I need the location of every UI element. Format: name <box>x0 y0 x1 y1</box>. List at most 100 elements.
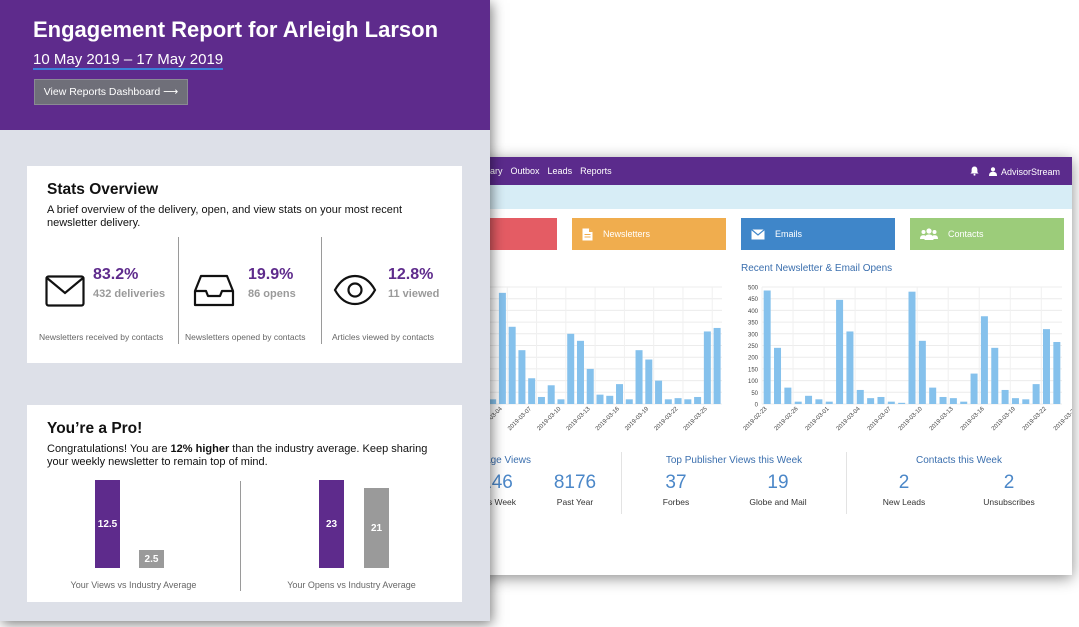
page-views-heading: age Views <box>485 455 531 466</box>
tile-label: Newsletters <box>603 229 651 239</box>
bar <box>867 398 875 404</box>
y-tick-label: 100 <box>748 379 759 385</box>
bar <box>949 398 957 404</box>
y-tick-label: 400 <box>748 309 759 315</box>
bar <box>1032 384 1040 404</box>
stats-overview-card: Stats Overview A brief overview of the d… <box>27 166 462 363</box>
people-icon <box>920 228 938 240</box>
x-tick-label: 2019-03-10 <box>536 406 562 432</box>
user-menu[interactable]: AdvisorStream <box>988 166 1060 178</box>
tile-label: Contacts <box>948 229 984 239</box>
top-navbar: brary Outbox Leads Reports AdvisorStream <box>478 157 1072 185</box>
globe-and-mail-views: 19 <box>767 472 789 493</box>
eye-icon <box>333 274 377 311</box>
bar <box>537 396 545 404</box>
bar <box>703 331 711 404</box>
inbox-icon <box>193 274 235 313</box>
bar <box>645 359 653 404</box>
views-caption: Articles viewed by contacts <box>332 332 435 342</box>
y-tick-label: 200 <box>748 356 759 362</box>
nav-item-leads[interactable]: Leads <box>547 166 573 176</box>
bar <box>1011 398 1019 404</box>
report-date-range: 10 May 2019 – 17 May 2019 <box>33 51 224 70</box>
bar <box>815 399 823 404</box>
bar <box>518 350 526 404</box>
report-title: Engagement Report for Arleigh Larson <box>33 17 439 42</box>
x-tick-label: 2019-03-16 <box>960 406 986 432</box>
bar <box>664 399 672 404</box>
new-leads-label: New Leads <box>882 497 926 507</box>
view-percent: 12.8% <box>388 266 434 283</box>
y-tick-label: 0 <box>755 403 759 409</box>
bar <box>784 387 792 404</box>
stat-divider <box>846 452 847 514</box>
new-leads-count: 2 <box>898 472 910 493</box>
bar <box>898 402 906 404</box>
bar <box>567 333 575 404</box>
bar <box>846 331 854 404</box>
pro-card: You’re a Pro! Congratulations! You are 1… <box>27 405 462 602</box>
unsubscribes-label: Unsubscribes <box>983 497 1035 507</box>
recent-opens-chart: 0 50 100 150 200 250 300 350 400 450 500 2019-02-23… <box>743 286 1072 433</box>
tile-contacts[interactable]: Contacts <box>910 218 1064 250</box>
bar <box>836 299 844 404</box>
y-tick-label: 350 <box>748 321 759 327</box>
open-percent: 19.9% <box>248 266 294 283</box>
engagement-report-email: Engagement Report for Arleigh Larson 10 … <box>0 0 490 621</box>
bar <box>489 399 497 404</box>
x-tick-label: 2019-02-26 <box>774 406 800 432</box>
view-count: 11 viewed <box>388 288 440 300</box>
delivery-count: 432 deliveries <box>93 288 166 300</box>
bar <box>713 327 721 404</box>
your-opens-bar: 23 <box>319 480 344 568</box>
opens-caption: Newsletters opened by contacts <box>185 332 306 342</box>
deliveries-caption: Newsletters received by contacts <box>39 332 164 342</box>
bar <box>616 384 624 404</box>
user-icon <box>988 166 997 178</box>
nav-item-reports[interactable]: Reports <box>580 166 612 176</box>
x-tick-label: 2019-03-25 <box>683 406 709 432</box>
pro-desc-start: Congratulations! You are <box>47 443 171 455</box>
bar <box>655 380 663 404</box>
pro-description: Congratulations! You are 12% higher than… <box>47 443 447 469</box>
x-tick-label: 2019-03-19 <box>991 406 1017 432</box>
tile-label: Emails <box>775 229 803 239</box>
bar <box>929 387 937 404</box>
bar <box>1042 329 1050 404</box>
bar <box>960 401 968 404</box>
comparison-divider <box>240 481 241 591</box>
bar <box>625 399 633 404</box>
bar <box>498 292 506 404</box>
view-reports-dashboard-button[interactable]: View Reports Dashboard ⟶ <box>34 79 188 105</box>
nav-item-library[interactable]: brary <box>482 166 503 176</box>
top-publisher-heading: Top Publisher Views this Week <box>665 455 803 466</box>
x-tick-label: 2019-03-01 <box>805 406 831 432</box>
bar <box>508 326 516 404</box>
bar <box>939 396 947 404</box>
x-tick-label: 2019-03-10 <box>898 406 924 432</box>
bar <box>1001 389 1009 404</box>
bar <box>980 316 988 404</box>
bar <box>684 399 692 404</box>
nav-item-outbox[interactable]: Outbox <box>510 166 540 176</box>
x-tick-label: 2019-03-22 <box>1022 406 1048 432</box>
delivery-percent: 83.2% <box>93 266 139 283</box>
bar <box>774 347 782 404</box>
tile-emails[interactable]: Emails <box>741 218 895 250</box>
tile-newsletters[interactable]: Newsletters <box>572 218 726 250</box>
report-header: Engagement Report for Arleigh Larson 10 … <box>0 0 490 130</box>
bar <box>586 368 594 404</box>
open-count: 86 opens <box>248 288 296 300</box>
bell-icon[interactable] <box>970 166 979 178</box>
y-tick-label: 50 <box>751 391 758 397</box>
y-tick-label: 150 <box>748 367 759 373</box>
x-tick-label: 2019-03-13 <box>929 406 955 432</box>
tile-red[interactable] <box>478 218 557 250</box>
metric-divider <box>321 237 322 344</box>
industry-views-bar: 2.5 <box>139 550 164 568</box>
sub-bar <box>478 185 1072 209</box>
bar <box>694 396 702 404</box>
page-views-past-year: 8176 <box>553 472 597 493</box>
bar <box>576 340 584 404</box>
